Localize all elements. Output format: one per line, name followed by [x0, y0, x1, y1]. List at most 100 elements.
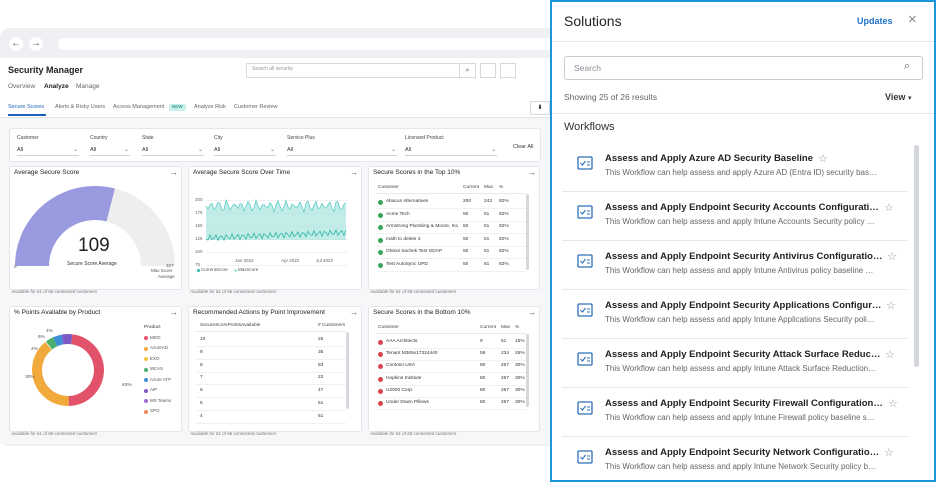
table-cell: 61: [318, 413, 324, 419]
workflow-title[interactable]: Assess and Apply Endpoint Security Antiv…: [605, 251, 883, 262]
workflow-title[interactable]: Assess and Apply Endpoint Security Firew…: [605, 398, 883, 409]
url-bar[interactable]: [58, 38, 558, 50]
legend-label: MDO: [150, 334, 161, 340]
filter-value: All: [287, 147, 294, 153]
header-divider: [376, 333, 526, 334]
tab[interactable]: Analyze Risk: [194, 104, 226, 110]
workflow-item[interactable]: [562, 145, 908, 192]
row-divider: [376, 271, 526, 272]
donut: [31, 334, 105, 406]
view-dropdown[interactable]: View: [885, 92, 906, 102]
workflow-title[interactable]: Assess and Apply Endpoint Security Accou…: [605, 202, 879, 213]
workflow-item[interactable]: [562, 243, 908, 290]
download-button[interactable]: ⬇: [530, 101, 550, 115]
nav-link[interactable]: Analyze: [44, 83, 69, 90]
favorite-star[interactable]: ☆: [888, 398, 898, 410]
favorite-star[interactable]: ☆: [887, 251, 897, 263]
status-dot: [378, 388, 383, 394]
workflow-title[interactable]: Assess and Apply Endpoint Security Appli…: [605, 300, 882, 311]
slice-label: 4%: [31, 347, 38, 352]
card-arrow[interactable]: →: [528, 308, 536, 317]
clear-all[interactable]: Clear All: [513, 144, 534, 150]
card-arrow[interactable]: →: [170, 168, 178, 177]
nav-link[interactable]: Manage: [76, 83, 100, 90]
tab[interactable]: Access Management: [113, 104, 165, 110]
favorite-star[interactable]: ☆: [885, 349, 895, 361]
tab[interactable]: Alerts & Risky Users: [55, 104, 106, 110]
filter-select[interactable]: [90, 146, 130, 156]
icon-button[interactable]: [480, 63, 496, 78]
status-dot: [378, 401, 383, 406]
tab[interactable]: Secure Scores: [8, 104, 45, 110]
table-cell: 61: [484, 224, 490, 230]
table-cell: 61: [484, 249, 490, 255]
table-cell: 50: [463, 249, 469, 255]
workflow-item[interactable]: [562, 439, 908, 482]
close-button[interactable]: ×: [908, 11, 917, 28]
row-divider: [376, 245, 526, 247]
legend-dot: [144, 388, 148, 393]
chevron: ⌄: [198, 147, 204, 153]
slice-label: 30%: [25, 375, 35, 380]
table-cell: 200: [463, 199, 472, 204]
filter-select[interactable]: [405, 146, 497, 156]
workflow-item[interactable]: [562, 341, 908, 388]
column-header: Current: [463, 185, 479, 190]
icon-button[interactable]: [500, 63, 516, 78]
updates-link[interactable]: Updates: [857, 16, 893, 26]
icon-frame: [577, 156, 593, 170]
workflow-item[interactable]: [562, 390, 908, 437]
card-arrow[interactable]: →: [528, 168, 536, 177]
workflow-description: This Workflow can help assess and apply …: [605, 266, 874, 275]
new-badge: NEW: [169, 104, 186, 111]
dashboard: Security Manager Search all security ⌕ Over…: [0, 58, 552, 444]
legend-dot: [144, 399, 148, 403]
nav-link[interactable]: Overview: [8, 83, 36, 90]
icon-check: [580, 258, 590, 264]
filter-label: City: [214, 135, 223, 141]
filter-select[interactable]: [287, 146, 397, 156]
card-arrow[interactable]: →: [350, 308, 358, 317]
donut-segment: [68, 334, 105, 406]
card-arrow[interactable]: →: [350, 168, 358, 177]
search-button[interactable]: ⌕: [459, 63, 476, 78]
table-cell: 47: [318, 388, 324, 394]
table-cell: 267: [501, 375, 510, 381]
header-divider: [196, 331, 346, 332]
workflow-description: This Workflow can help assess and apply …: [605, 462, 877, 471]
table-cell: 50: [463, 224, 469, 230]
favorite-star[interactable]: ☆: [818, 153, 828, 165]
workflow-icon: [577, 401, 593, 415]
status-dot: [378, 200, 383, 205]
favorite-star[interactable]: ☆: [884, 202, 894, 214]
workflow-title[interactable]: Assess and Apply Endpoint Security Netwo…: [605, 447, 880, 458]
table-cell: 10: [200, 337, 206, 342]
workflow-title[interactable]: Assess and Apply Azure AD Security Basel…: [605, 153, 814, 164]
chevron: ⌄: [124, 147, 130, 153]
favorite-star[interactable]: ☆: [886, 300, 896, 312]
legend-label: AIP: [150, 387, 158, 392]
forward-button[interactable]: →: [29, 37, 43, 51]
filter-select[interactable]: [17, 146, 79, 156]
column-header: # Customers: [318, 323, 346, 328]
workflow-item[interactable]: [562, 292, 908, 339]
legend-dot: [144, 409, 148, 414]
table-cell: 267: [501, 400, 510, 405]
filter-select[interactable]: [142, 146, 204, 156]
row-divider: [376, 409, 526, 410]
table-cell: 5: [200, 401, 203, 406]
card-title: Recommended Actions by Point Improvement: [193, 309, 325, 316]
workflow-item[interactable]: [562, 194, 908, 241]
search-box[interactable]: [564, 56, 923, 80]
legend-label: AzureAD: [150, 345, 169, 350]
favorite-star[interactable]: ☆: [884, 447, 894, 459]
tab[interactable]: Customer Review: [234, 104, 278, 110]
gauge-fill: [15, 186, 115, 266]
workflow-title[interactable]: Assess and Apply Endpoint Security Attac…: [605, 349, 881, 360]
grid-line: [206, 200, 348, 201]
back-button[interactable]: ←: [9, 37, 23, 51]
card-arrow[interactable]: →: [170, 308, 178, 317]
filter-select[interactable]: [214, 146, 276, 156]
gauge-score: 109: [78, 235, 110, 256]
